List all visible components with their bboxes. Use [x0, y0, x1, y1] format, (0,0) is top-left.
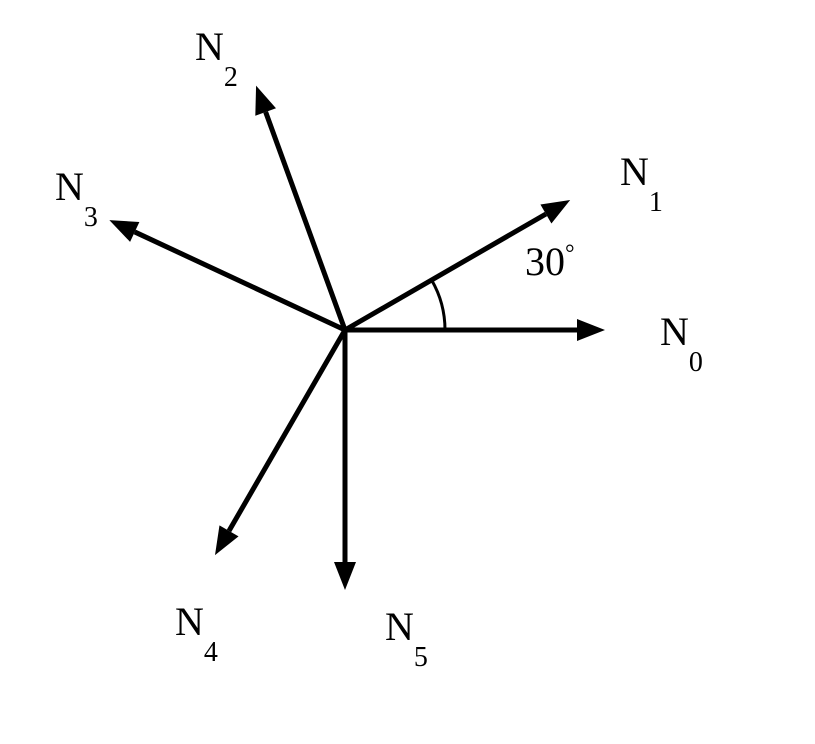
vector-label-N4: N4	[175, 599, 218, 668]
vector-label-N1: N1	[620, 149, 663, 218]
vector-label-N5: N5	[385, 604, 428, 673]
vector-label-main-N5: N	[385, 604, 414, 649]
vector-label-N2: N2	[195, 24, 238, 93]
angle-annotation: 30°	[432, 239, 575, 330]
angle-value: 30	[525, 239, 565, 284]
vector-head-N0	[577, 319, 605, 341]
vector-label-sub-N0: 0	[689, 347, 703, 378]
vector-label-sub-N3: 3	[84, 202, 98, 233]
vector-label-main-N0: N	[660, 309, 689, 354]
vector-label-N0: N0	[660, 309, 703, 378]
vector-label-main-N2: N	[195, 24, 224, 69]
vector-label-sub-N4: 4	[204, 637, 218, 668]
vector-label-main-N1: N	[620, 149, 649, 194]
vector-label-sub-N2: 2	[224, 62, 238, 93]
vector-label-sub-N1: 1	[649, 187, 663, 218]
vector-labels: N0N1N2N3N4N5	[55, 24, 703, 673]
vector-head-N1	[540, 200, 570, 224]
vector-head-N5	[334, 562, 356, 590]
angle-degree-symbol: °	[565, 241, 575, 267]
vector-head-N4	[215, 525, 239, 555]
vector-label-main-N4: N	[175, 599, 204, 644]
vector-label-main-N3: N	[55, 164, 84, 209]
vectors-group	[109, 86, 605, 590]
vector-diagram: 30° N0N1N2N3N4N5	[0, 0, 815, 744]
vector-label-sub-N5: 5	[414, 642, 428, 673]
vector-head-N3	[109, 220, 139, 242]
angle-arc	[432, 280, 445, 330]
vector-shaft-N1	[345, 214, 546, 330]
vector-head-N2	[255, 86, 276, 116]
angle-label: 30°	[525, 239, 575, 284]
vector-label-N3: N3	[55, 164, 98, 233]
vector-shaft-N4	[229, 330, 345, 531]
